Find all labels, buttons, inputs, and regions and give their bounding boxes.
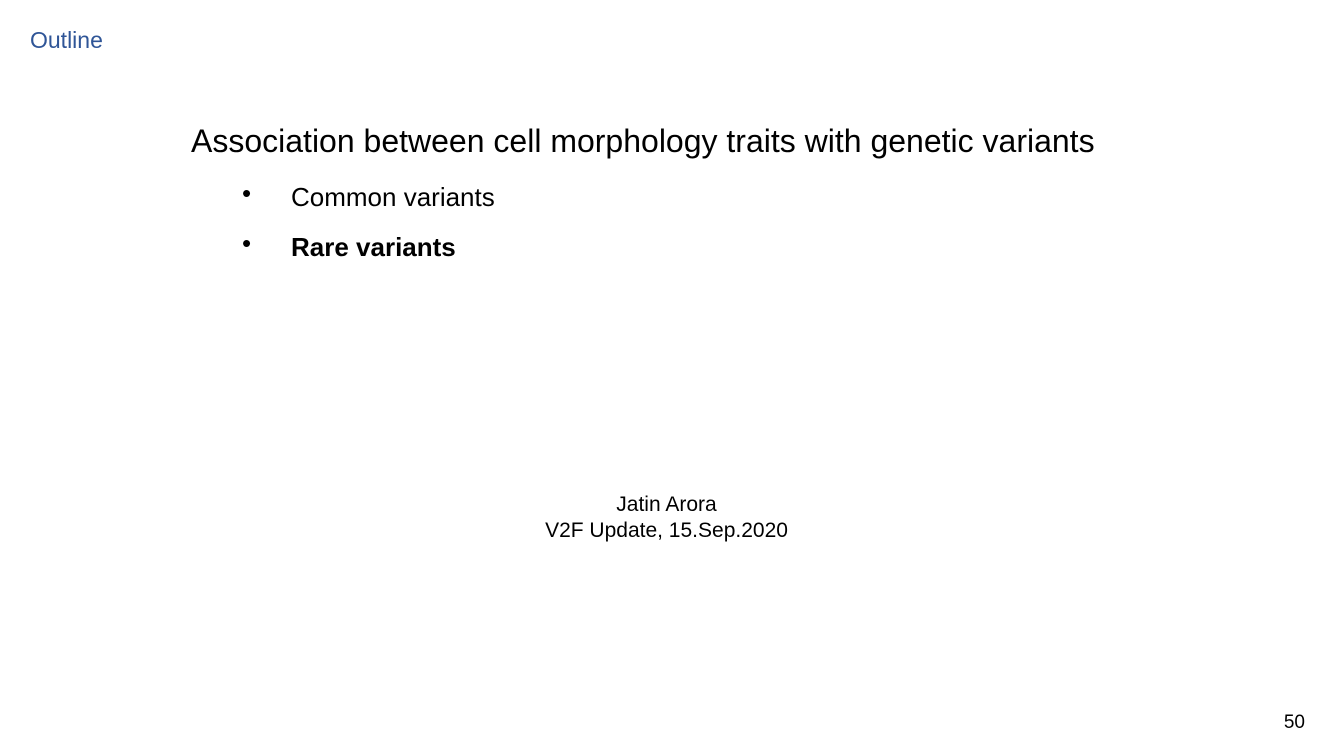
bullet-label: Common variants	[291, 182, 495, 212]
author-name: Jatin Arora	[616, 493, 717, 516]
event-date: V2F Update, 15.Sep.2020	[545, 519, 788, 542]
page-number: 50	[1283, 712, 1305, 733]
bullet-label: Rare variants	[291, 232, 456, 262]
slide-heading: Association between cell morphology trai…	[191, 123, 1095, 159]
bullet-icon: •	[242, 178, 252, 208]
section-label: Outline	[30, 27, 103, 53]
bullet-icon: •	[242, 228, 252, 258]
presenter-info: Jatin Arora V2F Update, 15.Sep.2020	[0, 492, 1333, 544]
